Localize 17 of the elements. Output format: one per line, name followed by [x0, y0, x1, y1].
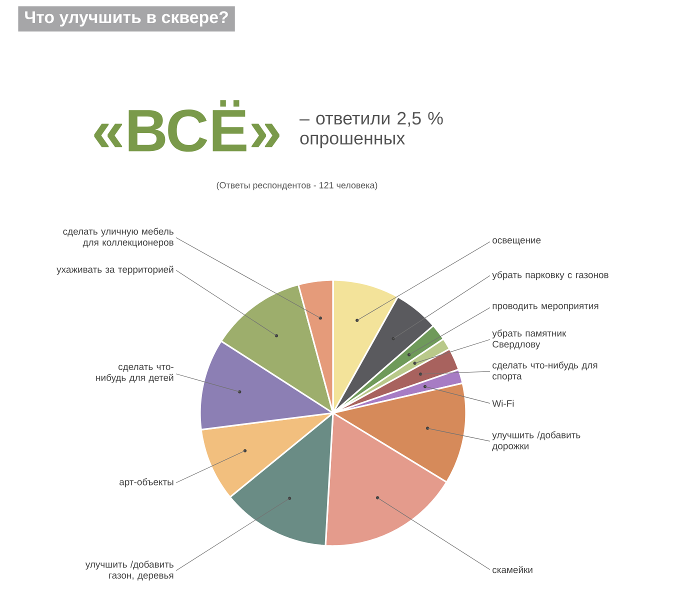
- slice-label: Wi-Fi: [492, 400, 514, 407]
- slice-label: сделать что-нибудь для детей: [96, 364, 174, 383]
- text: (Ответы респондентов - 121 человека): [216, 182, 378, 190]
- slice-label: ухаживать за территорией: [56, 266, 174, 275]
- slice-label: убрать парковку с газонов: [492, 271, 608, 280]
- slice-label: освещение: [492, 238, 541, 246]
- chart-title: Что улучшить в сквере?: [25, 11, 228, 27]
- slice-label: убрать памятник Свердлову: [492, 330, 566, 350]
- slice-label: скамейки: [492, 566, 532, 574]
- chart-subtitle: «ВСЁ»: [94, 100, 280, 152]
- slice-label: сделать что-нибудь для спорта: [492, 361, 598, 382]
- slice-label: арт-объекты: [120, 478, 174, 488]
- slice-label: сделать уличную мебель для коллекционеров: [63, 228, 174, 248]
- slice-label: улучшить /добавить дорожки: [492, 431, 580, 452]
- slice-label: улучшить /добавить газон, деревья: [85, 560, 174, 581]
- text: – ответили 2,5 % опрошенных: [300, 112, 443, 148]
- slice-label: проводить мероприятия: [492, 304, 598, 312]
